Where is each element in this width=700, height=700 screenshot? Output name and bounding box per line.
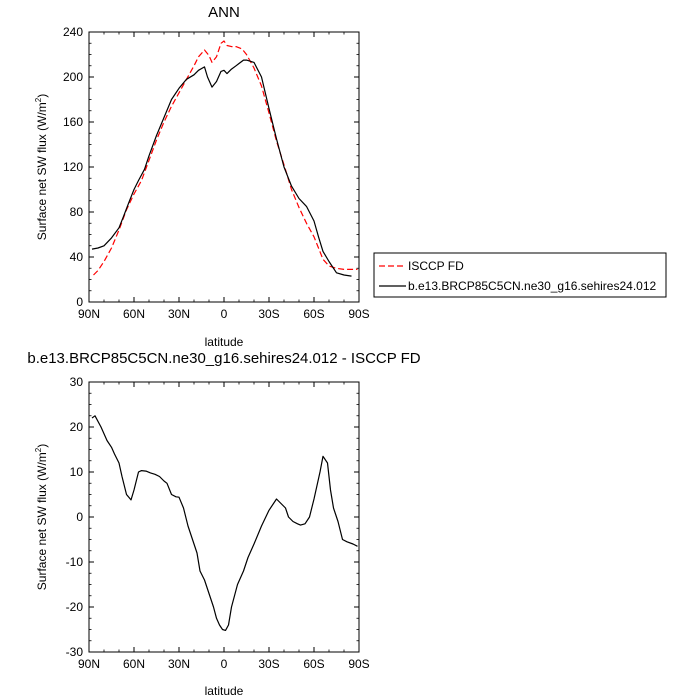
- chart-bottom-x-tick-label: 60S: [303, 657, 324, 671]
- chart-top-y-tick-label: 240: [63, 25, 83, 39]
- chart-top-y-tick-label: 160: [63, 115, 83, 129]
- chart-bottom-x-tick-label: 0: [221, 657, 228, 671]
- chart-top-x-tick-label: 60S: [303, 307, 324, 321]
- legend: ISCCP FD b.e13.BRCP85C5CN.ne30_g16.sehir…: [373, 252, 667, 298]
- chart-bottom-y-axis-title: Surface net SW flux (W/m2): [34, 444, 49, 590]
- chart-top-series-line-1: [91, 59, 352, 277]
- chart-bottom-plot-area: -30 -20 -10 0 10 20 30 90N 60N 30N 0 30S 60S 90S: [66, 375, 370, 671]
- chart-bottom: b.e13.BRCP85C5CN.ne30_g16.sehires24.012 …: [27, 350, 420, 698]
- chart-bottom-x-axis-title: latitude: [205, 684, 244, 698]
- chart-bottom-y-tick-label: -30: [66, 645, 84, 659]
- chart-top-x-tick-label: 60N: [123, 307, 145, 321]
- chart-top-y-tick-label: 0: [76, 295, 83, 309]
- chart-bottom-frame: [88, 381, 360, 653]
- chart-bottom-y-tick-label: 30: [70, 375, 84, 389]
- chart-bottom-title: b.e13.BRCP85C5CN.ne30_g16.sehires24.012 …: [27, 350, 420, 367]
- chart-top-y-tick-label: 40: [70, 250, 84, 264]
- legend-label-isccp-fd: ISCCP FD: [408, 259, 464, 273]
- chart-bottom-series-line-0: [91, 415, 358, 632]
- chart-bottom-x-tick-label: 90N: [78, 657, 100, 671]
- chart-bottom-x-tick-label: 30N: [168, 657, 190, 671]
- chart-top-y-tick-label: 120: [63, 160, 83, 174]
- chart-bottom-y-tick-label: -20: [66, 600, 84, 614]
- chart-top-y-tick-label: 200: [63, 70, 83, 84]
- chart-top-x-tick-label: 0: [221, 307, 228, 321]
- chart-top-y-axis-title: Surface net SW flux (W/m2): [34, 94, 49, 240]
- chart-bottom-x-tick-label: 90S: [348, 657, 369, 671]
- chart-top-plot-area: 0 40 80 120 160 200 240 90N 60N 30N 0 30S 60S 90S: [63, 25, 370, 321]
- chart-top-frame: [88, 31, 360, 303]
- legend-label-model: b.e13.BRCP85C5CN.ne30_g16.sehires24.012: [408, 279, 656, 293]
- chart-bottom-y-tick-label: 20: [70, 420, 84, 434]
- chart-bottom-y-tick-label: -10: [66, 555, 84, 569]
- chart-top: ANN 0 40 80 120 160 200 240 90N 60N 30N 0 30S 60S 90S…: [34, 4, 370, 349]
- chart-bottom-x-tick-label: 60N: [123, 657, 145, 671]
- chart-bottom-x-tick-label: 30S: [258, 657, 279, 671]
- chart-bottom-y-tick-label: 0: [76, 510, 83, 524]
- legend-box: [373, 252, 667, 298]
- chart-bottom-y-tick-label: 10: [70, 465, 84, 479]
- chart-top-x-axis-title: latitude: [205, 335, 244, 349]
- chart-top-x-tick-label: 90N: [78, 307, 100, 321]
- chart-top-y-tick-label: 80: [70, 205, 84, 219]
- chart-top-x-tick-label: 30N: [168, 307, 190, 321]
- chart-top-x-tick-label: 90S: [348, 307, 369, 321]
- chart-top-x-tick-label: 30S: [258, 307, 279, 321]
- chart-top-series-line-0: [93, 40, 358, 276]
- chart-top-title: ANN: [208, 4, 240, 21]
